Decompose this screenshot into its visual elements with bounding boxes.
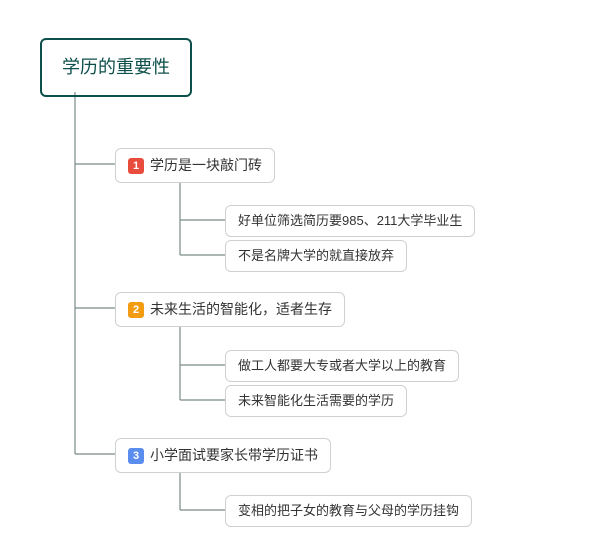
branch-node-3: 3 小学面试要家长带学历证书	[115, 438, 331, 473]
leaf-label: 未来智能化生活需要的学历	[238, 393, 394, 408]
leaf-node: 做工人都要大专或者大学以上的教育	[225, 350, 459, 382]
leaf-node: 未来智能化生活需要的学历	[225, 385, 407, 417]
leaf-node: 不是名牌大学的就直接放弃	[225, 240, 407, 272]
branch-3-label: 小学面试要家长带学历证书	[150, 447, 318, 463]
badge-2: 2	[128, 302, 144, 318]
badge-1: 1	[128, 158, 144, 174]
branch-2-label: 未来生活的智能化，适者生存	[150, 301, 332, 317]
leaf-node: 好单位筛选简历要985、211大学毕业生	[225, 205, 475, 237]
leaf-node: 变相的把子女的教育与父母的学历挂钩	[225, 495, 472, 527]
branch-1-label: 学历是一块敲门砖	[150, 157, 262, 173]
leaf-label: 好单位筛选简历要985、211大学毕业生	[238, 213, 462, 228]
badge-3: 3	[128, 448, 144, 464]
branch-node-2: 2 未来生活的智能化，适者生存	[115, 292, 345, 327]
leaf-label: 变相的把子女的教育与父母的学历挂钩	[238, 503, 459, 518]
branch-node-1: 1 学历是一块敲门砖	[115, 148, 275, 183]
root-label: 学历的重要性	[62, 57, 170, 77]
leaf-label: 不是名牌大学的就直接放弃	[238, 248, 394, 263]
root-node: 学历的重要性	[40, 38, 192, 97]
mindmap-canvas: 学历的重要性 1 学历是一块敲门砖 好单位筛选简历要985、211大学毕业生 不是…	[20, 20, 597, 537]
leaf-label: 做工人都要大专或者大学以上的教育	[238, 358, 446, 373]
